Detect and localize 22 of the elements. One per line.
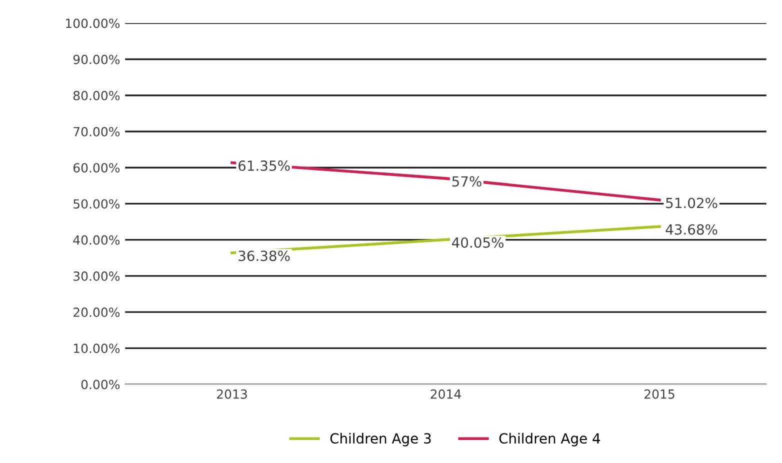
y-tick-label: 100.00% — [66, 18, 120, 28]
data-label: 57% — [452, 176, 482, 187]
y-tick-label: 10.00% — [74, 344, 120, 354]
y-tick-label: 0.00% — [81, 380, 120, 390]
y-tick-label: 80.00% — [73, 90, 120, 100]
data-label: 40.05% — [452, 237, 504, 248]
data-label: 43.68% — [666, 224, 718, 235]
y-tick-label: 40.00% — [73, 235, 120, 245]
data-label: 61.35% — [238, 160, 290, 171]
data-label: 36.38% — [238, 250, 290, 262]
y-tick-label: 50.00% — [74, 199, 120, 209]
data-label: 51.02% — [666, 198, 718, 208]
y-tick-label: 90.00% — [73, 54, 120, 64]
y-tick-label: 20.00% — [74, 308, 120, 317]
x-tick-label: 2015 — [644, 389, 674, 399]
x-tick-label: 2014 — [430, 389, 461, 399]
y-tick-label: 60.00% — [73, 163, 120, 173]
legend-label: Children Age 4 — [499, 432, 600, 446]
y-tick-label: 30.00% — [74, 271, 120, 281]
legend-label: Children Age 3 — [330, 432, 431, 446]
y-tick-label: 70.00% — [74, 126, 120, 136]
x-tick-label: 2013 — [217, 389, 247, 399]
